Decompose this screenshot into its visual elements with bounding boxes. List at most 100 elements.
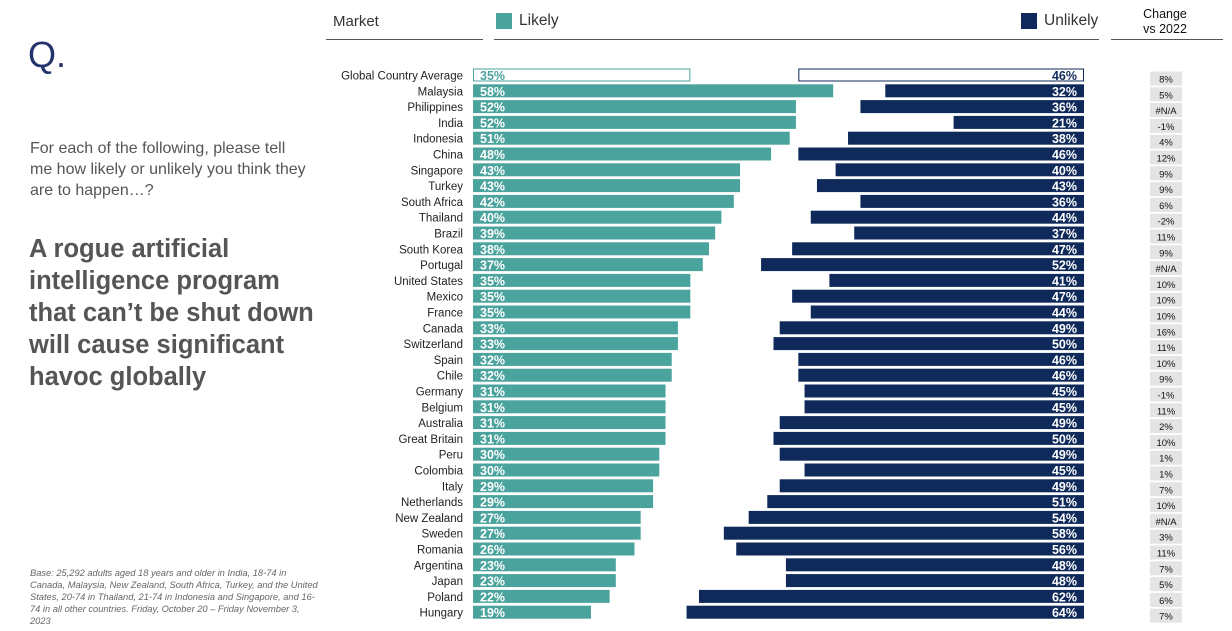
unlikely-bar xyxy=(860,100,1084,114)
likely-value-label: 35% xyxy=(480,306,505,320)
change-value-label: 10% xyxy=(1156,296,1176,307)
unlikely-bar xyxy=(779,321,1084,335)
category-label: Poland xyxy=(427,592,463,604)
unlikely-value-label: 46% xyxy=(1052,369,1077,383)
unlikely-bar xyxy=(773,431,1084,445)
change-value-label: #N/A xyxy=(1155,517,1177,528)
unlikely-value-label: 56% xyxy=(1052,543,1077,557)
category-label: Japan xyxy=(432,576,463,588)
likely-value-label: 43% xyxy=(480,180,505,194)
change-cell xyxy=(1150,466,1182,481)
question-marker: Q. xyxy=(28,34,67,75)
likely-value-label: 30% xyxy=(480,448,505,462)
unlikely-value-label: 46% xyxy=(1052,148,1077,162)
likely-value-label: 30% xyxy=(480,464,505,478)
unlikely-bar xyxy=(798,147,1084,161)
unlikely-bar xyxy=(723,526,1084,540)
category-label: Australia xyxy=(418,418,463,430)
category-label: Argentina xyxy=(414,560,464,572)
change-cell xyxy=(1150,482,1182,497)
legend-likely: Likely xyxy=(496,12,559,30)
legend-likely-swatch xyxy=(496,13,512,29)
change-cell xyxy=(1150,166,1182,181)
likely-bar xyxy=(473,479,654,493)
category-label: Mexico xyxy=(427,292,463,304)
unlikely-value-label: 45% xyxy=(1052,385,1077,399)
likely-value-label: 32% xyxy=(480,353,505,367)
likely-value-label: 51% xyxy=(480,132,505,146)
unlikely-bar-average xyxy=(798,68,1085,82)
likely-value-label: 31% xyxy=(480,385,505,399)
category-label: Belgium xyxy=(421,402,463,414)
likely-bar xyxy=(473,131,790,145)
legend-unlikely: Unlikely xyxy=(1021,12,1098,30)
likely-bar xyxy=(473,574,616,588)
category-label: India xyxy=(438,118,464,130)
likely-bar xyxy=(473,179,741,193)
change-cell xyxy=(1150,182,1182,197)
likely-bar xyxy=(473,258,703,272)
unlikely-bar xyxy=(779,416,1084,430)
likely-value-label: 40% xyxy=(480,211,505,225)
unlikely-value-label: 46% xyxy=(1052,353,1077,367)
likely-value-label: 52% xyxy=(480,116,505,130)
change-cell xyxy=(1150,71,1182,86)
likely-value-label: 31% xyxy=(480,401,505,415)
change-value-label: 10% xyxy=(1156,438,1176,449)
category-label: Brazil xyxy=(434,229,463,241)
change-value-label: 2% xyxy=(1159,422,1173,433)
unlikely-bar xyxy=(854,226,1084,240)
unlikely-bar xyxy=(798,352,1084,366)
change-cell xyxy=(1150,276,1182,291)
likely-value-label: 29% xyxy=(480,496,505,510)
change-cell xyxy=(1150,371,1182,386)
change-cell xyxy=(1150,87,1182,102)
likely-bar xyxy=(473,526,641,540)
unlikely-value-label: 51% xyxy=(1052,496,1077,510)
unlikely-bar xyxy=(810,210,1084,224)
category-label: Switzerland xyxy=(404,339,463,351)
category-label: Colombia xyxy=(414,466,463,478)
likely-value-label: 31% xyxy=(480,417,505,431)
unlikely-bar xyxy=(835,163,1084,177)
category-label: Portugal xyxy=(420,260,463,272)
unlikely-value-label: 54% xyxy=(1052,511,1077,525)
question-text: For each of the following, please tell m… xyxy=(30,140,306,199)
likely-bar xyxy=(473,337,678,351)
unlikely-bar xyxy=(792,289,1084,303)
change-value-label: 6% xyxy=(1159,201,1173,212)
likely-bar xyxy=(473,463,660,477)
change-cell xyxy=(1150,545,1182,560)
likely-bar xyxy=(473,542,635,556)
likely-value-label: 35% xyxy=(480,274,505,288)
category-label: France xyxy=(427,308,463,320)
change-value-label: 16% xyxy=(1156,327,1176,338)
change-value-label: -1% xyxy=(1158,122,1175,133)
change-header: Change vs 2022 xyxy=(1124,7,1206,37)
change-cell xyxy=(1150,150,1182,165)
category-label: South Africa xyxy=(401,197,464,209)
category-label: Indonesia xyxy=(413,134,463,146)
change-cell xyxy=(1150,529,1182,544)
likely-bar xyxy=(473,400,666,414)
likely-value-label: 37% xyxy=(480,259,505,273)
likely-bar xyxy=(473,84,834,98)
likely-bar xyxy=(473,384,666,398)
unlikely-value-label: 45% xyxy=(1052,401,1077,415)
unlikely-bar xyxy=(792,242,1084,256)
change-value-label: 9% xyxy=(1159,169,1173,180)
change-header-line1: Change xyxy=(1143,7,1187,21)
category-label: Peru xyxy=(439,450,463,462)
legend-unlikely-swatch xyxy=(1021,13,1037,29)
unlikely-value-label: 49% xyxy=(1052,322,1077,336)
change-value-label: 9% xyxy=(1159,375,1173,386)
unlikely-value-label: 50% xyxy=(1052,338,1077,352)
likely-value-label: 27% xyxy=(480,527,505,541)
unlikely-bar xyxy=(810,305,1084,319)
likely-bar xyxy=(473,368,672,382)
change-cell xyxy=(1150,608,1182,623)
unlikely-bar xyxy=(748,510,1084,524)
category-label: Turkey xyxy=(428,181,463,193)
likely-value-label: 42% xyxy=(480,195,505,209)
category-label: Italy xyxy=(442,481,463,493)
